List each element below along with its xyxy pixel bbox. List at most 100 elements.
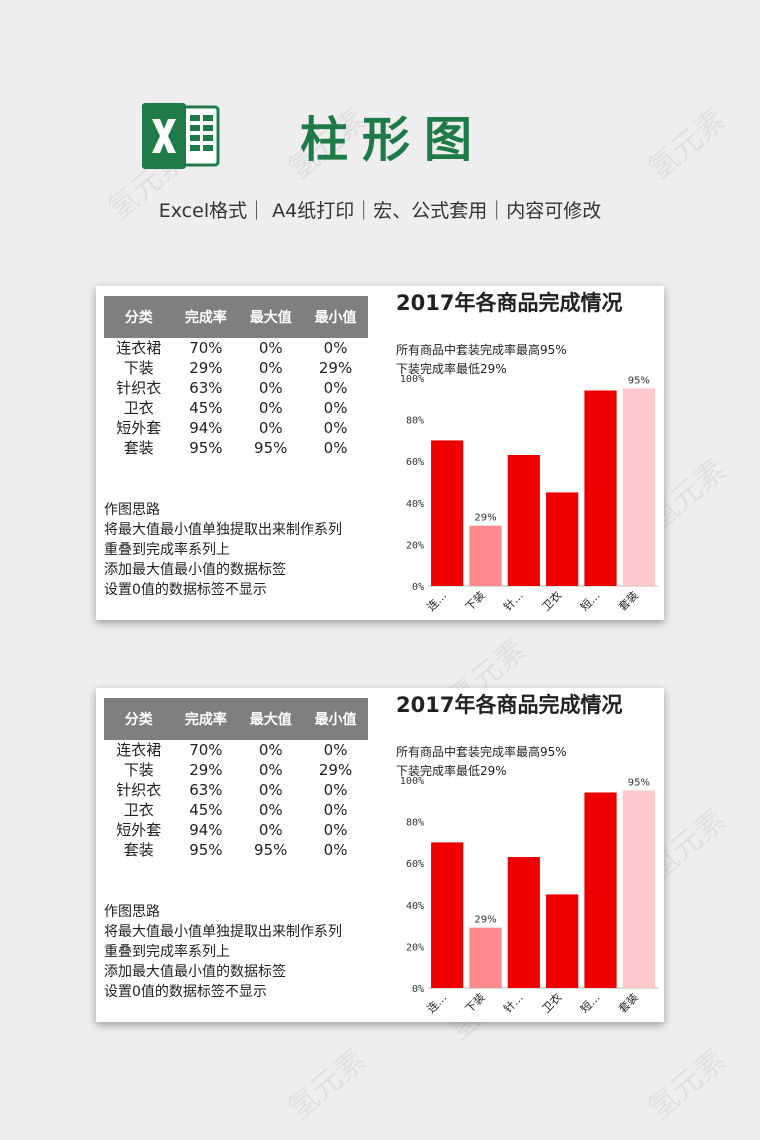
notes-line: 添加最大值最小值的数据标签 xyxy=(104,562,286,578)
y-tick-label: 40% xyxy=(406,499,424,510)
bar xyxy=(622,388,655,586)
table-cell: 卫衣 xyxy=(123,801,154,819)
header-cell: 最小值 xyxy=(303,296,368,338)
table-cell: 0% xyxy=(258,761,283,779)
table-header-row: 分类 完成率 最大值 最小值 xyxy=(104,698,368,740)
table-row: 卫衣 45% 0% 0% xyxy=(104,800,368,820)
table-cell: 0% xyxy=(323,399,348,417)
y-tick-label: 0% xyxy=(412,582,424,593)
table-cell: 短外套 xyxy=(116,419,162,437)
notes-line: 将最大值最小值单独提取出来制作系列 xyxy=(104,924,342,940)
table-row: 连衣裙 70% 0% 0% xyxy=(104,740,368,760)
table-cell: 95% xyxy=(254,841,288,859)
header-cell: 分类 xyxy=(104,296,174,338)
notes-line: 重叠到完成率系列上 xyxy=(104,542,230,558)
y-tick-label: 80% xyxy=(406,818,424,829)
table-cell: 95% xyxy=(189,439,223,457)
bar xyxy=(546,492,579,586)
notes-line: 重叠到完成率系列上 xyxy=(104,944,230,960)
x-tick-label: 连… xyxy=(425,991,450,1016)
data-table: 分类 完成率 最大值 最小值 连衣裙 70% 0% 0% 下装 29% 0% 29% 针织衣… xyxy=(104,296,368,458)
table-cell: 63% xyxy=(189,781,223,799)
y-tick-label: 60% xyxy=(406,457,424,468)
chart-subtitle: 所有商品中套装完成率最高95% 下装完成率最低29% xyxy=(396,743,567,781)
table-cell: 0% xyxy=(323,801,348,819)
table-cell: 0% xyxy=(258,781,283,799)
table-cell: 29% xyxy=(318,761,353,779)
header-cell: 最大值 xyxy=(238,296,304,338)
bar xyxy=(469,525,502,586)
x-tick-label: 下装 xyxy=(463,589,488,614)
table-cell: 连衣裙 xyxy=(116,339,162,357)
table-cell: 70% xyxy=(189,339,223,357)
table-cell: 70% xyxy=(189,741,223,759)
table-header-row: 分类 完成率 最大值 最小值 xyxy=(104,296,368,338)
table-cell: 29% xyxy=(189,761,223,779)
table-cell: 29% xyxy=(189,359,223,377)
chart-title: 2017年各商品完成情况 xyxy=(396,693,623,717)
table-row: 下装 29% 0% 29% xyxy=(104,760,368,780)
table-row: 套装 95% 95% 0% xyxy=(104,840,368,860)
table-cell: 95% xyxy=(189,841,223,859)
x-tick-label: 短… xyxy=(577,588,602,613)
table-cell: 0% xyxy=(258,419,283,437)
table-cell: 0% xyxy=(323,781,348,799)
y-tick-label: 40% xyxy=(406,901,424,912)
table-row: 套装 95% 95% 0% xyxy=(104,438,368,458)
table-cell: 短外套 xyxy=(116,821,162,839)
table-cell: 29% xyxy=(318,359,353,377)
x-tick-label: 卫衣 xyxy=(539,588,564,613)
table-row: 短外套 94% 0% 0% xyxy=(104,418,368,438)
table-cell: 0% xyxy=(323,379,348,397)
bar xyxy=(584,390,617,586)
y-tick-label: 20% xyxy=(406,942,424,953)
header-cell: 完成率 xyxy=(173,296,239,338)
y-tick-label: 100% xyxy=(400,776,424,787)
watermark-text: 氢元素 xyxy=(641,102,733,188)
x-tick-label: 卫衣 xyxy=(539,990,564,1015)
y-tick-label: 0% xyxy=(412,984,424,995)
page-subtitle: Excel格式｜ A4纸打印｜宏、公式套用｜内容可修改 xyxy=(158,200,602,222)
y-tick-label: 100% xyxy=(400,374,424,385)
table-row: 针织衣 63% 0% 0% xyxy=(104,378,368,398)
chart-title: 2017年各商品完成情况 xyxy=(396,291,623,315)
header-cell: 分类 xyxy=(104,698,174,740)
table-cell: 套装 xyxy=(123,439,154,457)
page-title: 柱形图 xyxy=(300,112,487,168)
table-cell: 63% xyxy=(189,379,223,397)
notes-heading: 作图思路 xyxy=(104,502,160,518)
sheet-card: 分类 完成率 最大值 最小值 连衣裙 70% 0% 0% 下装 29% 0% 29% 针织衣… xyxy=(96,286,664,620)
y-tick-label: 60% xyxy=(406,859,424,870)
table-row: 连衣裙 70% 0% 0% xyxy=(104,338,368,358)
notes-heading: 作图思路 xyxy=(104,904,160,920)
excel-logo-icon xyxy=(142,103,220,169)
bar xyxy=(507,856,540,988)
table-cell: 0% xyxy=(323,841,348,859)
table-cell: 94% xyxy=(189,821,223,839)
bar xyxy=(507,454,540,586)
table-cell: 0% xyxy=(323,821,348,839)
notes-line: 设置0值的数据标签不显示 xyxy=(104,984,267,1000)
header-cell: 完成率 xyxy=(173,698,239,740)
x-tick-label: 套装 xyxy=(616,589,641,614)
bar xyxy=(546,894,579,988)
bar xyxy=(431,440,464,586)
table-cell: 连衣裙 xyxy=(116,741,162,759)
header-cell: 最大值 xyxy=(238,698,304,740)
data-table: 分类 完成率 最大值 最小值 连衣裙 70% 0% 0% 下装 29% 0% 29% 针织衣… xyxy=(104,698,368,860)
watermark-text: 氢元素 xyxy=(281,1042,373,1128)
table-cell: 0% xyxy=(258,379,283,397)
table-cell: 0% xyxy=(323,741,348,759)
table-cell: 0% xyxy=(323,419,348,437)
table-cell: 0% xyxy=(258,339,283,357)
bar xyxy=(469,927,502,988)
chart-subtitle-line: 下装完成率最低29% xyxy=(396,764,507,778)
data-label: 95% xyxy=(628,375,650,386)
table-cell: 0% xyxy=(258,741,283,759)
table-cell: 95% xyxy=(254,439,288,457)
table-row: 针织衣 63% 0% 0% xyxy=(104,780,368,800)
y-tick-label: 80% xyxy=(406,416,424,427)
data-label: 95% xyxy=(628,777,650,788)
notes-block: 作图思路 将最大值最小值单独提取出来制作系列 重叠到完成率系列上 添加最大值最小… xyxy=(104,902,342,1002)
notes-block: 作图思路 将最大值最小值单独提取出来制作系列 重叠到完成率系列上 添加最大值最小… xyxy=(104,500,342,600)
